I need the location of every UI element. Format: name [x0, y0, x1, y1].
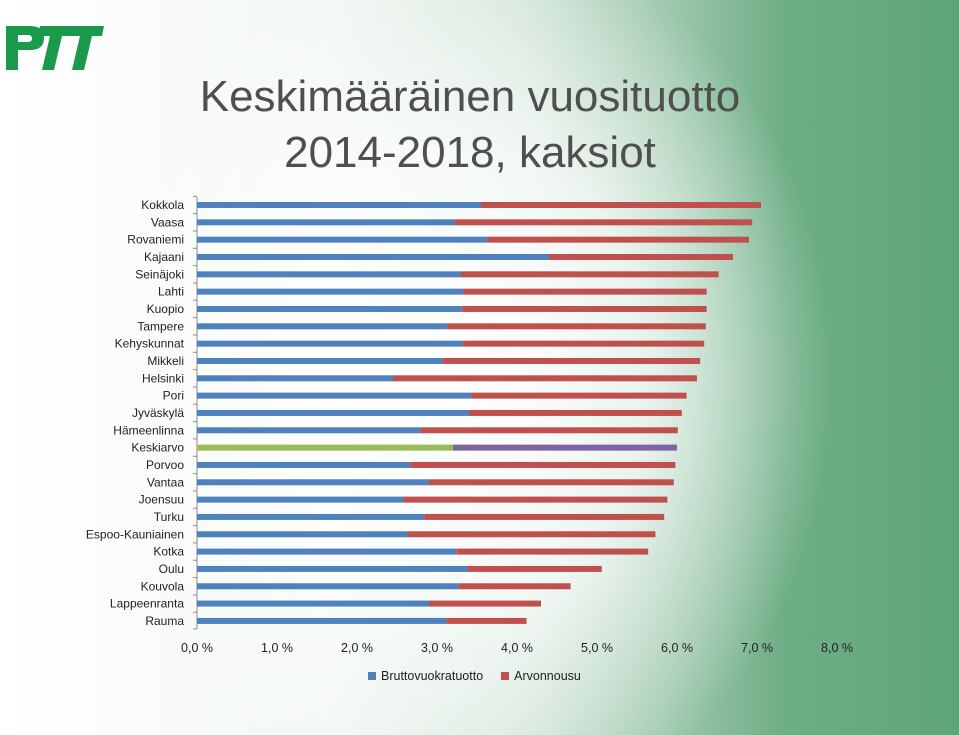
bar-bruttovuokratuotto — [197, 513, 425, 520]
bar-arvonnousu — [407, 531, 656, 538]
bar-bruttovuokratuotto — [197, 236, 488, 243]
x-tick-label: 3,0 % — [421, 641, 453, 655]
bar-arvonnousu — [410, 461, 676, 468]
y-tick-label: Helsinki — [142, 371, 184, 385]
bar-arvonnousu — [447, 323, 706, 330]
chart-title-line2: 2014-2018, kaksiot — [284, 128, 656, 177]
legend-item-bruttovuokratuotto: Bruttovuokratuotto — [368, 669, 483, 683]
bar-arvonnousu — [453, 444, 677, 451]
bar-arvonnousu — [458, 583, 571, 590]
y-tick-label: Kotka — [153, 545, 184, 559]
bar-arvonnousu — [469, 409, 682, 416]
bar-bruttovuokratuotto — [197, 305, 462, 312]
y-tick-label: Vantaa — [147, 475, 184, 489]
bar-arvonnousu — [487, 236, 749, 243]
bar-bruttovuokratuotto — [197, 531, 408, 538]
y-tick-label: Seinäjoki — [135, 267, 184, 281]
bar-bruttovuokratuotto — [197, 409, 469, 416]
x-tick-label: 4,0 % — [501, 641, 533, 655]
bar-arvonnousu — [442, 357, 701, 364]
y-tick-label: Hämeenlinna — [113, 423, 184, 437]
bar-arvonnousu — [456, 548, 649, 555]
bar-arvonnousu — [429, 600, 541, 607]
bar-arvonnousu — [424, 513, 665, 520]
bar-arvonnousu — [467, 565, 602, 572]
x-tick-label: 5,0 % — [581, 641, 613, 655]
bar-arvonnousu — [403, 496, 668, 503]
bar-arvonnousu — [481, 202, 761, 208]
bar-bruttovuokratuotto — [197, 548, 457, 555]
y-tick-label: Kokkola — [141, 198, 184, 212]
y-tick-label: Lappeenranta — [110, 597, 184, 611]
y-tick-label: Kehyskunnat — [115, 337, 185, 351]
bar-bruttovuokratuotto — [197, 461, 411, 468]
bar-bruttovuokratuotto — [197, 444, 453, 451]
bar-bruttovuokratuotto — [197, 323, 448, 330]
bar-bruttovuokratuotto — [197, 253, 549, 260]
bar-arvonnousu — [471, 392, 687, 399]
bar-arvonnousu — [420, 427, 678, 434]
legend-item-arvonnousu: Arvonnousu — [501, 669, 581, 683]
ptt-logo — [6, 26, 104, 70]
bar-bruttovuokratuotto — [197, 202, 481, 208]
bar-arvonnousu — [446, 617, 527, 624]
y-tick-label: Keskiarvo — [131, 441, 184, 455]
y-tick-label: Jyväskylä — [132, 406, 184, 420]
bar-bruttovuokratuotto — [197, 600, 429, 607]
y-tick-label: Lahti — [158, 285, 184, 299]
bar-bruttovuokratuotto — [197, 427, 421, 434]
bar-arvonnousu — [463, 288, 707, 295]
y-tick-label: Joensuu — [139, 493, 184, 507]
bar-bruttovuokratuotto — [197, 219, 455, 226]
bar-bruttovuokratuotto — [197, 479, 429, 486]
legend-label: Arvonnousu — [514, 669, 581, 683]
bar-arvonnousu — [429, 479, 674, 486]
bar-arvonnousu — [393, 375, 697, 382]
bar-bruttovuokratuotto — [197, 617, 447, 624]
y-tick-label: Oulu — [159, 562, 184, 576]
legend-swatch — [501, 672, 510, 680]
bar-bruttovuokratuotto — [197, 496, 404, 503]
x-tick-label: 8,0 % — [821, 641, 853, 655]
bar-arvonnousu — [549, 253, 733, 260]
y-tick-label: Pori — [163, 389, 184, 403]
x-tick-label: 6,0 % — [661, 641, 693, 655]
y-tick-label: Mikkeli — [147, 354, 184, 368]
legend-swatch — [368, 672, 376, 680]
y-tick-label: Turku — [154, 510, 184, 524]
x-tick-label: 7,0 % — [741, 641, 773, 655]
bar-arvonnousu — [461, 271, 719, 278]
y-tick-label: Porvoo — [146, 458, 184, 472]
y-tick-label: Kouvola — [141, 579, 185, 593]
bar-arvonnousu — [454, 219, 753, 226]
y-tick-label: Kajaani — [144, 250, 184, 264]
bar-bruttovuokratuotto — [197, 288, 464, 295]
y-tick-label: Rovaniemi — [127, 233, 184, 247]
bar-bruttovuokratuotto — [197, 340, 463, 347]
bar-arvonnousu — [461, 305, 707, 312]
y-tick-label: Tampere — [137, 319, 184, 333]
x-tick-label: 2,0 % — [341, 641, 373, 655]
bar-bruttovuokratuotto — [197, 392, 472, 399]
y-tick-label: Rauma — [145, 614, 184, 628]
bar-arvonnousu — [462, 340, 705, 347]
y-tick-label: Kuopio — [147, 302, 185, 316]
x-tick-label: 1,0 % — [261, 641, 293, 655]
chart-title-line1: Keskimääräinen vuosituotto — [199, 72, 741, 121]
x-tick-label: 0,0 % — [181, 641, 213, 655]
legend: Bruttovuokratuotto Arvonnousu — [368, 669, 581, 683]
bar-bruttovuokratuotto — [197, 583, 459, 590]
bar-bruttovuokratuotto — [197, 375, 393, 382]
bar-bruttovuokratuotto — [197, 565, 468, 572]
y-tick-label: Espoo-Kauniainen — [86, 527, 184, 541]
bar-bruttovuokratuotto — [197, 357, 443, 364]
y-tick-label: Vaasa — [151, 215, 184, 229]
legend-label: Bruttovuokratuotto — [381, 669, 484, 683]
bar-bruttovuokratuotto — [197, 271, 461, 278]
